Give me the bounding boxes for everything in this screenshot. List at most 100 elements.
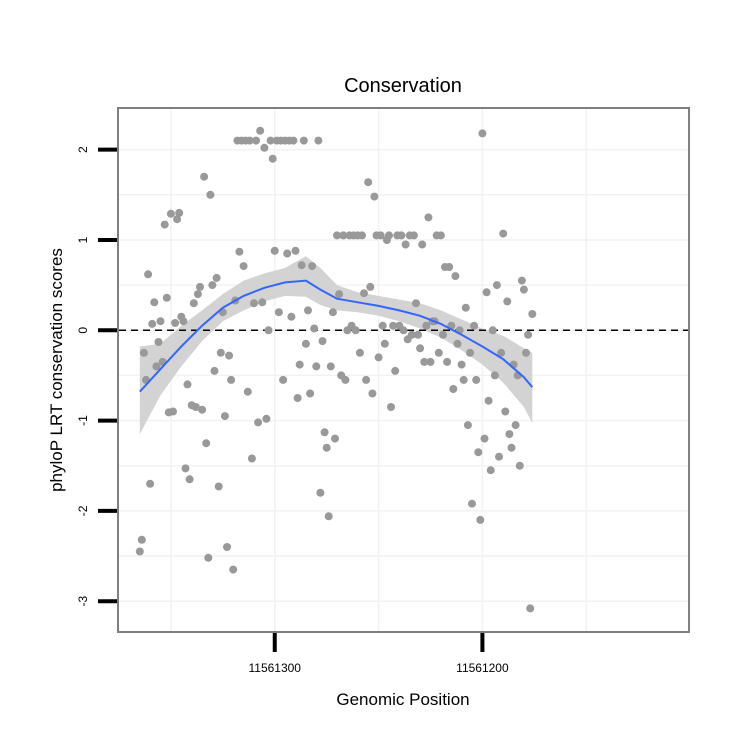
data-point bbox=[351, 326, 360, 335]
data-point bbox=[376, 231, 385, 240]
data-point bbox=[517, 276, 526, 285]
data-point bbox=[416, 344, 425, 353]
data-point bbox=[266, 136, 275, 145]
data-point bbox=[139, 348, 148, 357]
data-point bbox=[175, 208, 184, 217]
data-point bbox=[162, 293, 171, 302]
data-point bbox=[208, 281, 217, 290]
y-tick-label: 1 bbox=[76, 236, 90, 243]
data-point bbox=[339, 231, 348, 240]
data-point bbox=[225, 351, 234, 360]
x-axis-ticks: 11561300 11561200 bbox=[248, 633, 509, 675]
data-point bbox=[239, 262, 248, 271]
data-point bbox=[333, 231, 341, 240]
data-point bbox=[470, 321, 479, 330]
data-point bbox=[507, 443, 516, 452]
data-point bbox=[368, 389, 377, 398]
data-point bbox=[146, 479, 155, 488]
data-point bbox=[254, 418, 263, 427]
data-point bbox=[220, 412, 229, 421]
data-point bbox=[320, 428, 329, 437]
data-point bbox=[324, 512, 333, 521]
data-point bbox=[505, 430, 514, 439]
data-point bbox=[451, 272, 460, 281]
data-point bbox=[374, 353, 383, 362]
data-point bbox=[397, 231, 406, 240]
data-point bbox=[214, 482, 223, 491]
data-point bbox=[258, 298, 267, 307]
data-point bbox=[245, 136, 254, 145]
data-point bbox=[310, 324, 319, 333]
data-point bbox=[181, 464, 190, 473]
data-point bbox=[287, 312, 296, 321]
data-point bbox=[152, 362, 161, 371]
data-point bbox=[179, 317, 188, 326]
data-point bbox=[412, 299, 420, 308]
data-point bbox=[358, 231, 366, 240]
chart-title: Conservation bbox=[344, 75, 462, 97]
data-point bbox=[154, 338, 163, 346]
data-point bbox=[495, 452, 503, 461]
data-point bbox=[283, 249, 292, 258]
x-tick-label: 11561200 bbox=[456, 661, 509, 675]
data-point bbox=[295, 360, 304, 369]
data-point bbox=[204, 553, 213, 562]
data-point bbox=[196, 282, 204, 291]
data-point bbox=[341, 375, 350, 384]
data-point bbox=[200, 172, 209, 181]
plot-panel-border bbox=[117, 107, 690, 633]
data-point bbox=[468, 499, 476, 508]
data-point bbox=[366, 282, 375, 291]
data-point bbox=[223, 543, 231, 551]
data-point bbox=[318, 337, 327, 346]
data-point bbox=[401, 240, 410, 249]
data-point bbox=[328, 308, 337, 317]
data-point bbox=[459, 375, 468, 384]
data-point bbox=[247, 454, 256, 463]
data-point bbox=[322, 443, 331, 452]
data-point bbox=[169, 407, 177, 416]
data-point bbox=[436, 231, 445, 240]
data-point bbox=[399, 326, 408, 335]
data-point bbox=[515, 461, 524, 470]
data-point bbox=[150, 298, 159, 307]
data-point bbox=[360, 289, 368, 298]
data-point bbox=[449, 385, 458, 393]
data-point bbox=[501, 407, 510, 416]
data-point bbox=[355, 348, 364, 357]
data-point bbox=[453, 339, 462, 348]
data-point bbox=[171, 319, 180, 327]
data-point bbox=[227, 375, 236, 384]
data-point bbox=[457, 360, 466, 369]
data-point bbox=[312, 362, 321, 371]
smooth-curve bbox=[139, 279, 534, 393]
y-axis-title: phyloP LRT conservation scores bbox=[47, 248, 66, 492]
data-point bbox=[304, 306, 312, 315]
data-point bbox=[526, 604, 535, 613]
data-point bbox=[335, 290, 344, 299]
data-point bbox=[486, 466, 495, 475]
data-point bbox=[206, 190, 215, 199]
y-tick-label: 0 bbox=[76, 327, 90, 334]
data-point bbox=[488, 326, 497, 335]
data-point bbox=[414, 330, 422, 339]
data-point bbox=[316, 488, 325, 497]
data-point bbox=[279, 375, 288, 384]
data-point bbox=[409, 231, 418, 240]
data-point bbox=[422, 321, 431, 330]
data-point bbox=[497, 348, 506, 357]
y-tick-label: -1 bbox=[76, 415, 90, 426]
data-point bbox=[478, 129, 487, 138]
data-point bbox=[210, 366, 219, 375]
data-points bbox=[135, 126, 537, 613]
data-point bbox=[144, 270, 153, 279]
data-point bbox=[385, 231, 393, 240]
data-point bbox=[519, 285, 528, 294]
data-point bbox=[499, 229, 508, 238]
y-tick-label: -2 bbox=[76, 505, 90, 516]
data-point bbox=[191, 403, 200, 411]
data-point bbox=[407, 330, 416, 339]
data-point bbox=[503, 297, 512, 306]
data-point bbox=[418, 240, 427, 249]
data-point bbox=[364, 178, 373, 187]
